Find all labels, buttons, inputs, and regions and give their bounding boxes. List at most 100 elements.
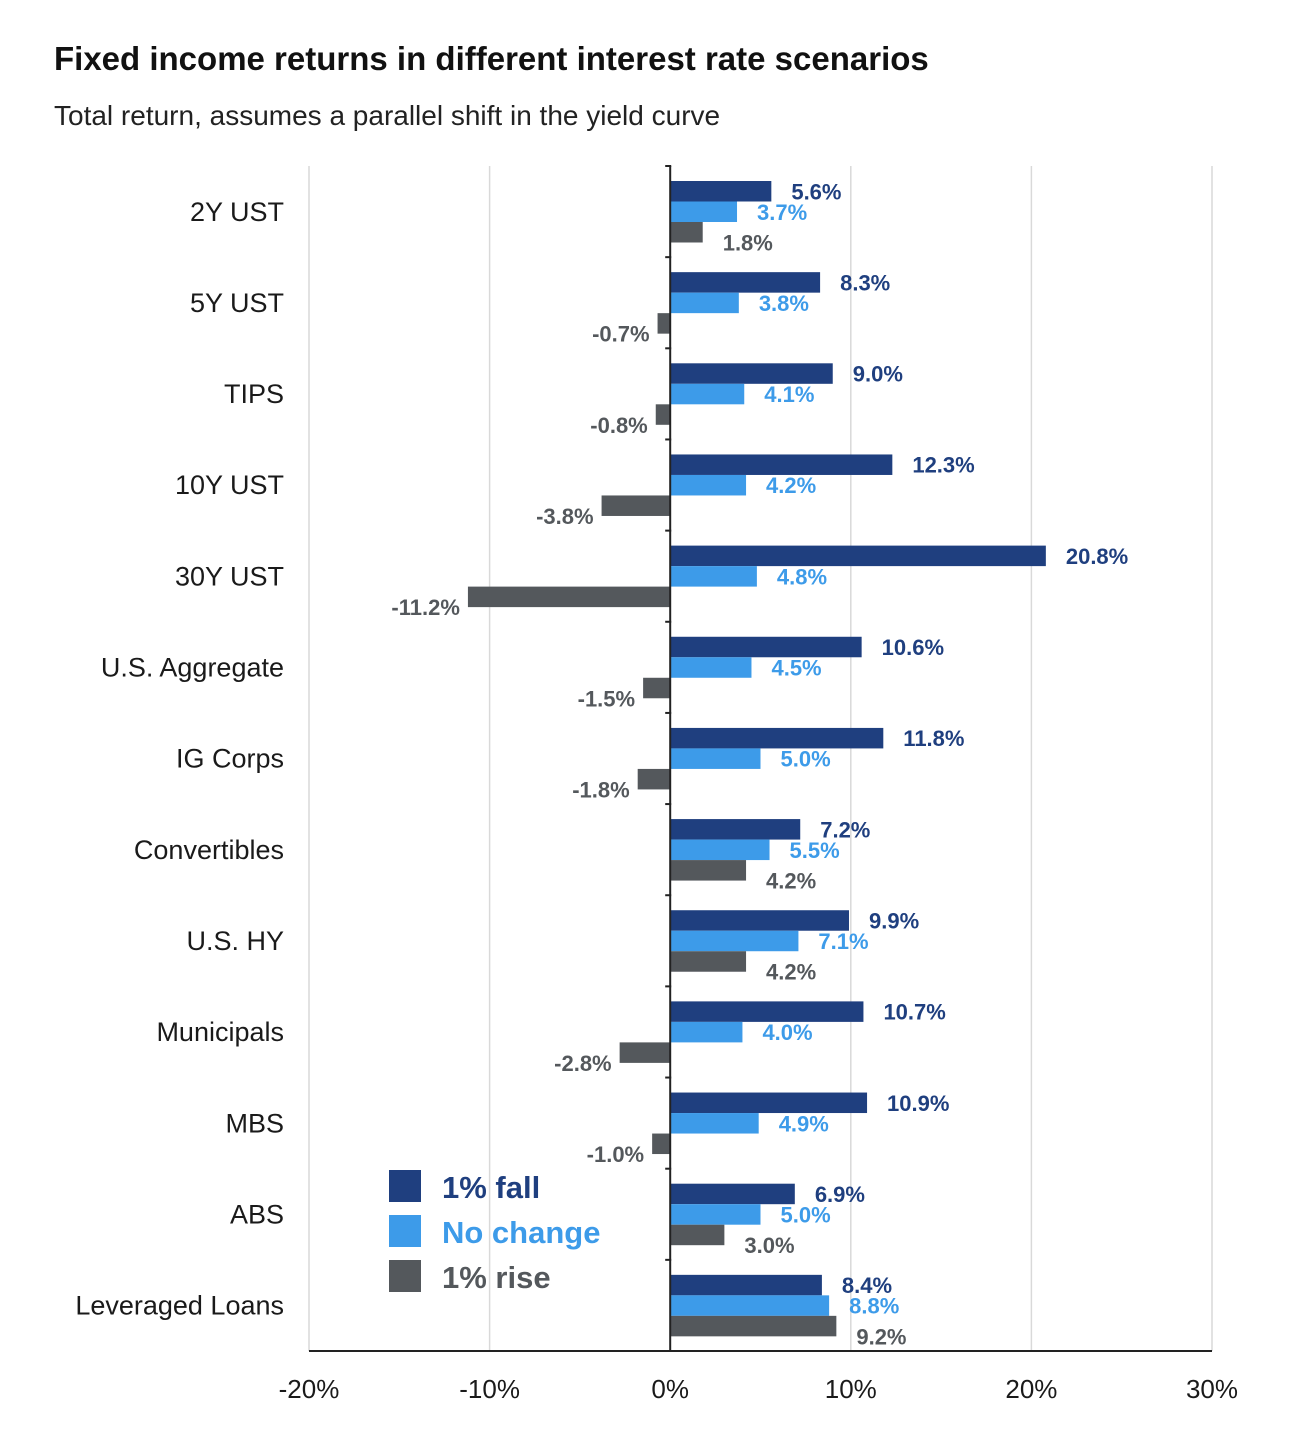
value-label-no-change: 5.0% bbox=[781, 1202, 831, 1227]
x-tick-label: 30% bbox=[1186, 1374, 1238, 1404]
value-label-no-change: 8.8% bbox=[849, 1294, 899, 1319]
bar-fall bbox=[670, 1274, 822, 1296]
category-labels: 2Y UST 5Y UST TIPS 10Y UST 30Y UST U.S. Aggre… bbox=[75, 197, 284, 1321]
category-label: 30Y UST bbox=[175, 561, 284, 591]
value-label-fall: 5.6% bbox=[791, 179, 841, 204]
legend-swatch-rise bbox=[389, 1260, 421, 1292]
value-label-rise: 1.8% bbox=[723, 231, 773, 256]
value-label-rise: 9.2% bbox=[856, 1324, 906, 1349]
bar-no-change bbox=[670, 839, 770, 861]
legend-label-no-change: No change bbox=[442, 1215, 600, 1250]
bar-fall bbox=[670, 910, 849, 931]
value-labels: 5.6% 8.3% 9.0% 12.3% 20.8% 10.6% 11.8% 7.2% 9.9%… bbox=[391, 179, 1128, 1349]
category-label: U.S. Aggregate bbox=[101, 653, 284, 683]
bar-fall bbox=[670, 1183, 795, 1205]
value-label-rise: -1.0% bbox=[587, 1142, 644, 1167]
value-label-fall: 7.2% bbox=[820, 817, 870, 842]
bar-no-change bbox=[670, 657, 752, 678]
value-label-rise: 4.2% bbox=[766, 869, 816, 894]
bar-fall bbox=[670, 1092, 868, 1114]
value-label-no-change: 4.0% bbox=[762, 1020, 812, 1045]
value-label-no-change: 3.8% bbox=[759, 291, 809, 316]
value-label-rise: -1.5% bbox=[578, 686, 635, 711]
bar-rise bbox=[655, 404, 671, 425]
value-label-no-change: 4.1% bbox=[764, 382, 814, 407]
bar-no-change bbox=[670, 1204, 761, 1225]
bar-fall bbox=[670, 1001, 864, 1022]
value-label-fall: 8.3% bbox=[840, 270, 890, 295]
bar-fall bbox=[670, 727, 884, 749]
value-label-fall: 9.0% bbox=[853, 362, 903, 387]
value-label-fall: 12.3% bbox=[912, 453, 974, 478]
category-label: 2Y UST bbox=[190, 197, 284, 227]
value-label-fall: 10.7% bbox=[883, 1000, 945, 1025]
bar-no-change bbox=[670, 748, 761, 769]
bar-fall bbox=[670, 454, 893, 475]
value-label-fall: 11.8% bbox=[903, 726, 964, 751]
x-tick-label: 20% bbox=[1005, 1374, 1057, 1404]
value-label-fall: 10.6% bbox=[882, 635, 944, 660]
value-label-rise: -2.8% bbox=[554, 1051, 611, 1076]
x-axis-ticks: -20% -10% 0% 10% 20% 30% bbox=[279, 1374, 1238, 1404]
category-label: 5Y UST bbox=[190, 288, 284, 318]
bar-fall bbox=[670, 363, 833, 384]
bar-no-change bbox=[670, 383, 745, 405]
legend: 1% fall No change 1% rise bbox=[389, 1170, 600, 1295]
x-tick-label: -10% bbox=[459, 1374, 520, 1404]
category-label: 10Y UST bbox=[175, 470, 284, 500]
x-tick-label: 0% bbox=[651, 1374, 689, 1404]
chart-title: Fixed income returns in different intere… bbox=[54, 40, 929, 77]
value-label-rise: -0.7% bbox=[592, 322, 649, 347]
x-tick-label: -20% bbox=[279, 1374, 340, 1404]
value-label-no-change: 7.1% bbox=[818, 929, 868, 954]
bar-no-change bbox=[670, 201, 738, 222]
bar-rise bbox=[467, 586, 671, 608]
bar-rise bbox=[670, 1224, 725, 1246]
axes bbox=[309, 165, 1212, 1352]
bar-rise bbox=[670, 222, 703, 243]
value-label-no-change: 4.5% bbox=[771, 656, 821, 681]
category-label: Leveraged Loans bbox=[75, 1291, 284, 1321]
bar-rise bbox=[670, 1315, 837, 1337]
chart-subtitle: Total return, assumes a parallel shift i… bbox=[54, 100, 721, 131]
bar-rise bbox=[601, 495, 671, 516]
value-label-no-change: 5.0% bbox=[781, 747, 831, 772]
legend-label-rise: 1% rise bbox=[442, 1260, 551, 1295]
bar-no-change bbox=[670, 1113, 759, 1134]
bar-no-change bbox=[670, 930, 799, 952]
value-label-no-change: 4.8% bbox=[777, 564, 827, 589]
value-label-rise: -1.8% bbox=[572, 777, 629, 802]
value-label-rise: 4.2% bbox=[766, 960, 816, 985]
category-label: IG Corps bbox=[176, 744, 284, 774]
bar-fall bbox=[670, 636, 862, 658]
value-label-rise: -11.2% bbox=[391, 595, 460, 620]
bar-rise bbox=[670, 951, 747, 972]
bar-rise bbox=[637, 768, 671, 790]
bar-no-change bbox=[670, 1021, 743, 1043]
value-label-fall: 10.9% bbox=[887, 1091, 949, 1116]
value-label-fall: 8.4% bbox=[842, 1273, 892, 1298]
legend-swatch-no-change bbox=[389, 1215, 421, 1247]
bar-rise bbox=[643, 677, 671, 699]
value-label-no-change: 4.9% bbox=[779, 1111, 829, 1136]
value-label-fall: 20.8% bbox=[1066, 544, 1128, 569]
value-label-fall: 6.9% bbox=[815, 1182, 865, 1207]
bars bbox=[467, 181, 1046, 1337]
bar-no-change bbox=[670, 292, 739, 314]
bar-fall bbox=[670, 819, 801, 840]
category-label: Municipals bbox=[156, 1017, 284, 1047]
category-label: U.S. HY bbox=[186, 926, 284, 956]
legend-swatch-fall bbox=[389, 1170, 421, 1202]
bar-no-change bbox=[670, 566, 757, 587]
bar-no-change bbox=[670, 1295, 830, 1316]
value-label-no-change: 5.5% bbox=[790, 838, 840, 863]
category-label: TIPS bbox=[224, 379, 284, 409]
bar-fall bbox=[670, 181, 772, 202]
bar-rise bbox=[657, 313, 671, 334]
category-label: ABS bbox=[230, 1199, 284, 1229]
legend-label-fall: 1% fall bbox=[442, 1170, 540, 1205]
value-label-rise: -0.8% bbox=[590, 413, 647, 438]
value-label-rise: 3.0% bbox=[744, 1233, 794, 1258]
category-label: MBS bbox=[225, 1108, 284, 1138]
bar-no-change bbox=[670, 474, 747, 496]
